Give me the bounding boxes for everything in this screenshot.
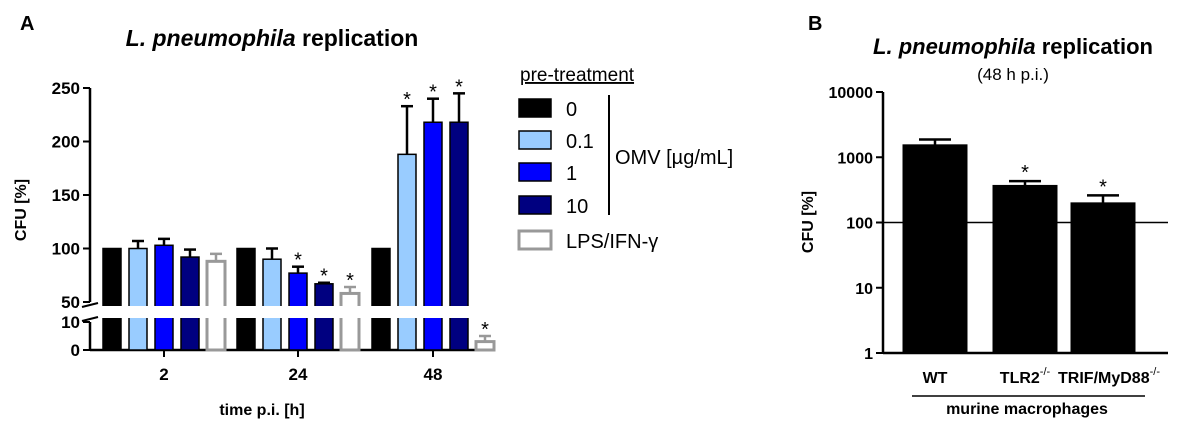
chart-a-legend-swatch [517,229,553,251]
chart-b-title-italic: L. pneumophila [873,34,1036,59]
chart-b-xtick-label: TRIF/MyD88-/- [1058,366,1160,387]
chart-b-bar [1070,202,1136,354]
chart-a-ytick-label: 200 [52,133,80,152]
chart-a-significance: * [455,76,463,98]
chart-a-axis-break-mark [81,316,99,322]
chart-a-axis-break-mark [81,302,99,308]
chart-a-legend-swatch [518,195,552,215]
chart-a-bar [102,247,122,351]
chart-a-significance: * [481,319,489,341]
chart-b-bar [992,184,1058,354]
chart-b-xtick-label-base: TRIF/MyD88 [1058,370,1150,387]
chart-b-xtick-label-sup: -/- [1040,366,1051,378]
chart-b-ytick-label: 1 [864,346,873,363]
chart-a-bar [180,256,200,351]
chart-b-xtick-label: TLR2-/- [1000,366,1051,387]
chart-a-xtick-label: 2 [159,365,168,384]
chart-a-bar [397,153,417,351]
chart-b-significance: * [1099,176,1107,198]
chart-a-legend-title: pre-treatment [520,65,635,86]
chart-a-legend-label: 0 [566,99,577,121]
chart-b-ytick-label: 10000 [829,85,874,102]
chart-b-xtick-label-sup: -/- [1150,366,1161,378]
chart-a-bar [262,258,282,351]
chart-a-legend-label: 1 [566,163,577,185]
panel-label-a: A [20,13,34,35]
chart-b-bar [902,144,968,354]
chart-a-bar [128,247,148,351]
chart-a-xtick-label: 48 [424,365,443,384]
chart-a-legend-swatch [518,162,552,182]
chart-a-ytick-label: 10 [61,313,80,332]
chart-a-title-italic: L. pneumophila [126,25,296,51]
chart-a-bar [339,291,361,352]
chart-b-significance: * [1021,162,1029,184]
chart-a-bar [236,247,256,351]
chart-a-significance: * [320,266,328,288]
chart-b-xtick-label-base: TLR2 [1000,370,1040,387]
chart-b-xtick-label: WT [923,370,948,387]
chart-a-bar [205,259,227,352]
chart-a-ytick-label: 0 [71,341,80,360]
chart-a: 50 100 150 200 250 0 10 2 24 * * * 48 * * * * [52,76,496,384]
chart-a-significance: * [403,89,411,111]
panel-label-b: B [808,13,822,35]
chart-a-ylabel: CFU [%] [13,179,30,241]
chart-a-significance: * [294,250,302,272]
chart-a-ytick-label: 150 [52,186,80,205]
chart-a-bar [474,340,496,352]
chart-a-legend: pre-treatment 0 0.1 1 10 LPS/IFN-γ OMV [µg/mL] [517,65,733,253]
chart-a-xtick-label: 24 [289,365,308,384]
chart-a-bar [154,244,174,351]
chart-b-xtick-label-base: WT [923,370,948,387]
chart-a-ytick-label: 50 [61,293,80,312]
chart-a-bar [371,247,391,351]
chart-a-ytick-label: 250 [52,79,80,98]
chart-a-axis-break-gap [78,306,490,318]
chart-b-xlabel: murine macrophages [946,401,1108,418]
chart-a-xlabel: time p.i. [h] [219,402,304,419]
chart-b-ytick-label: 100 [846,216,873,233]
chart-b-title-rest: replication [1036,34,1153,59]
chart-a-title: L. pneumophila replication [126,25,419,51]
chart-a-significance: * [346,270,354,292]
chart-b-ytick-label: 10 [855,281,873,298]
chart-a-legend-swatch [518,130,552,150]
chart-b-title: L. pneumophila replication [873,34,1153,59]
chart-b-subtitle: (48 h p.i.) [977,65,1049,84]
chart-b-ylabel: CFU [%] [800,191,817,253]
chart-b-ytick-label: 1000 [837,150,873,167]
chart-a-title-rest: replication [296,25,419,51]
chart-a-legend-label: 0.1 [566,131,594,153]
chart-a-legend-label: LPS/IFN-γ [566,231,658,253]
chart-a-legend-label: 10 [566,196,588,218]
chart-a-legend-swatch [518,98,552,118]
chart-a-legend-group-label: OMV [µg/mL] [615,147,733,169]
chart-a-significance: * [429,82,437,104]
chart-a-ytick-label: 100 [52,240,80,259]
